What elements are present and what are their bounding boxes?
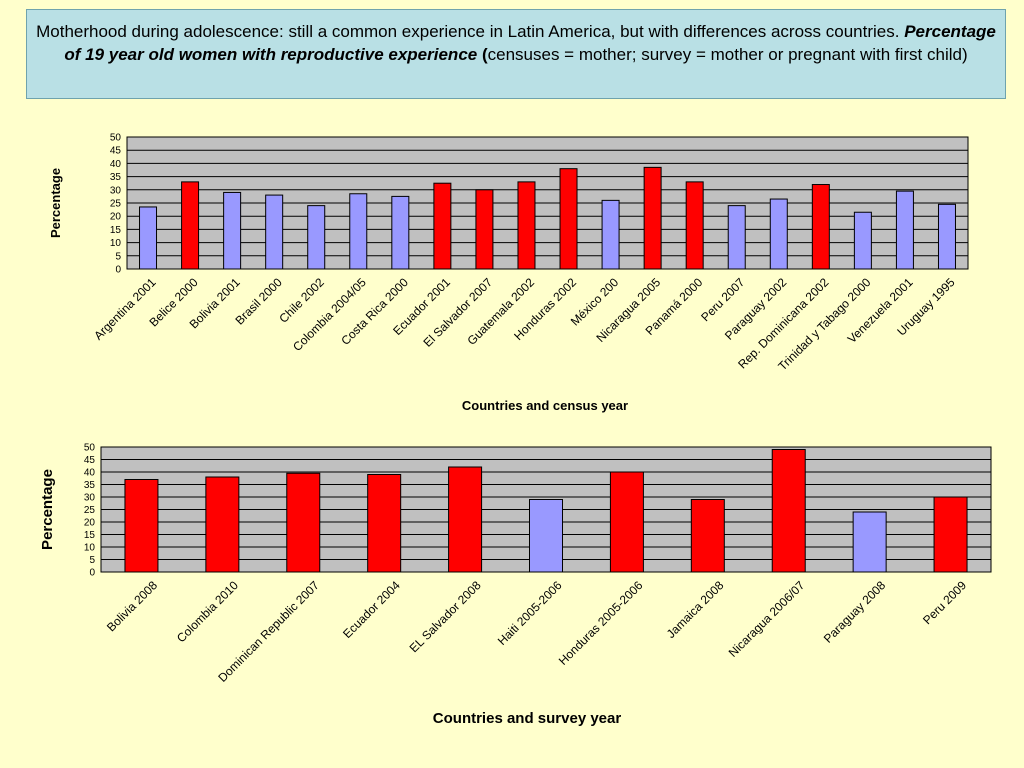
y-tick-label: 40 (110, 159, 122, 170)
y-tick-label: 20 (110, 212, 122, 223)
title-box: Motherhood during adolescence: still a c… (26, 9, 1006, 99)
y-axis-label: Percentage (39, 469, 56, 550)
bar (559, 168, 578, 270)
y-tick-label: 45 (110, 146, 122, 157)
title-emphasis: Percentage of 19 year old women with rep… (64, 22, 996, 64)
y-tick-label: 50 (110, 133, 122, 144)
x-axis-label: Countries and survey year (433, 710, 622, 727)
bar (286, 472, 321, 573)
x-tick-label: Uruguay 1995 (894, 275, 957, 338)
x-tick-label: Rep. Dominicana 2002 (735, 275, 831, 371)
bar (811, 184, 830, 270)
plot-area (100, 446, 992, 573)
bar (181, 181, 200, 270)
y-tick-label: 45 (84, 455, 96, 466)
bar (517, 181, 536, 270)
bar (433, 182, 452, 270)
x-tick-label: EL Salvador 2008 (407, 578, 484, 655)
x-tick-label: Paraguay 2008 (821, 578, 889, 646)
y-tick-label: 30 (110, 185, 122, 196)
bar (139, 206, 158, 270)
bar (852, 511, 887, 573)
bar (307, 205, 326, 270)
y-tick-label: 40 (84, 468, 96, 479)
y-tick-label: 25 (84, 505, 96, 516)
bar (937, 203, 956, 270)
x-tick-label: Bolivia 2001 (187, 275, 243, 331)
bar (771, 449, 806, 573)
x-tick-label: Colombia 2010 (174, 578, 241, 645)
y-tick-label: 35 (84, 480, 96, 491)
y-tick-label: 50 (84, 443, 96, 454)
bar (727, 205, 746, 270)
y-tick-label: 15 (84, 530, 96, 541)
x-tick-label: Bolivia 2008 (104, 578, 160, 634)
y-tick-label: 5 (89, 555, 95, 566)
y-tick-label: 15 (110, 225, 122, 236)
x-tick-label: Nicaragua 2005 (593, 275, 663, 345)
y-tick-label: 5 (115, 251, 121, 262)
x-axis-label: Countries and census year (462, 398, 628, 413)
bar (205, 476, 240, 573)
x-tick-label: Costa Rica 2000 (338, 275, 411, 348)
bar (895, 190, 914, 270)
y-tick-label: 0 (115, 265, 121, 276)
bar (690, 499, 725, 573)
y-tick-label: 20 (84, 518, 96, 529)
x-tick-label: Argentina 2001 (91, 275, 159, 343)
bar (853, 211, 872, 270)
x-tick-label: Jamaica 2008 (664, 578, 727, 641)
x-tick-label: Panamá 2000 (643, 275, 706, 338)
bar (265, 194, 284, 270)
title-text: Motherhood during adolescence: still a c… (36, 22, 900, 41)
bar (769, 198, 788, 270)
bar (601, 199, 620, 270)
x-tick-label: Peru 2009 (920, 578, 969, 627)
x-tick-label: Honduras 2002 (511, 275, 579, 343)
x-tick-label: Brasil 2000 (232, 275, 285, 328)
bar (933, 496, 968, 573)
bar (529, 499, 563, 573)
y-tick-label: 35 (110, 172, 122, 183)
x-tick-label: Ecuador 2004 (340, 578, 403, 641)
bar (609, 471, 644, 573)
bar (223, 191, 242, 270)
bar (685, 181, 704, 270)
y-tick-label: 10 (110, 238, 122, 249)
x-tick-label: Honduras 2005-2006 (556, 578, 646, 668)
x-tick-label: Peru 2007 (698, 275, 747, 324)
title-note: censuses = mother; survey = mother or pr… (487, 45, 968, 64)
x-tick-label: Ecuador 2001 (390, 275, 453, 338)
x-tick-label: Trinidad y Tabago 2000 (775, 275, 873, 373)
bar (643, 166, 662, 270)
y-tick-label: 10 (84, 543, 96, 554)
x-tick-label: Nicaragua 2006/07 (726, 578, 808, 660)
bar (124, 479, 159, 573)
y-tick-label: 25 (110, 199, 122, 210)
bar (448, 466, 483, 573)
x-tick-label: Colombia 2004/05 (290, 275, 369, 354)
x-tick-label: El Salvador 2007 (421, 275, 496, 350)
x-tick-label: Guatemala 2002 (464, 275, 537, 348)
x-tick-label: Dominican Republic 2007 (215, 578, 322, 685)
plot-area (126, 136, 969, 270)
bar (367, 474, 402, 573)
x-tick-label: México 200 (568, 275, 622, 329)
bar (391, 195, 410, 270)
x-tick-label: Haiti 2005-2006 (495, 578, 565, 648)
bar (349, 193, 368, 270)
title-paren: ( (481, 45, 488, 64)
y-axis-label: Percentage (48, 168, 63, 238)
y-tick-label: 0 (89, 568, 95, 579)
bar (475, 189, 494, 270)
x-tick-label: Venezuela 2001 (845, 275, 916, 346)
x-tick-label: Paraguay 2002 (722, 275, 790, 343)
y-tick-label: 30 (84, 493, 96, 504)
x-tick-label: Chile 2002 (276, 275, 327, 326)
x-tick-label: Belice 2000 (146, 275, 200, 329)
